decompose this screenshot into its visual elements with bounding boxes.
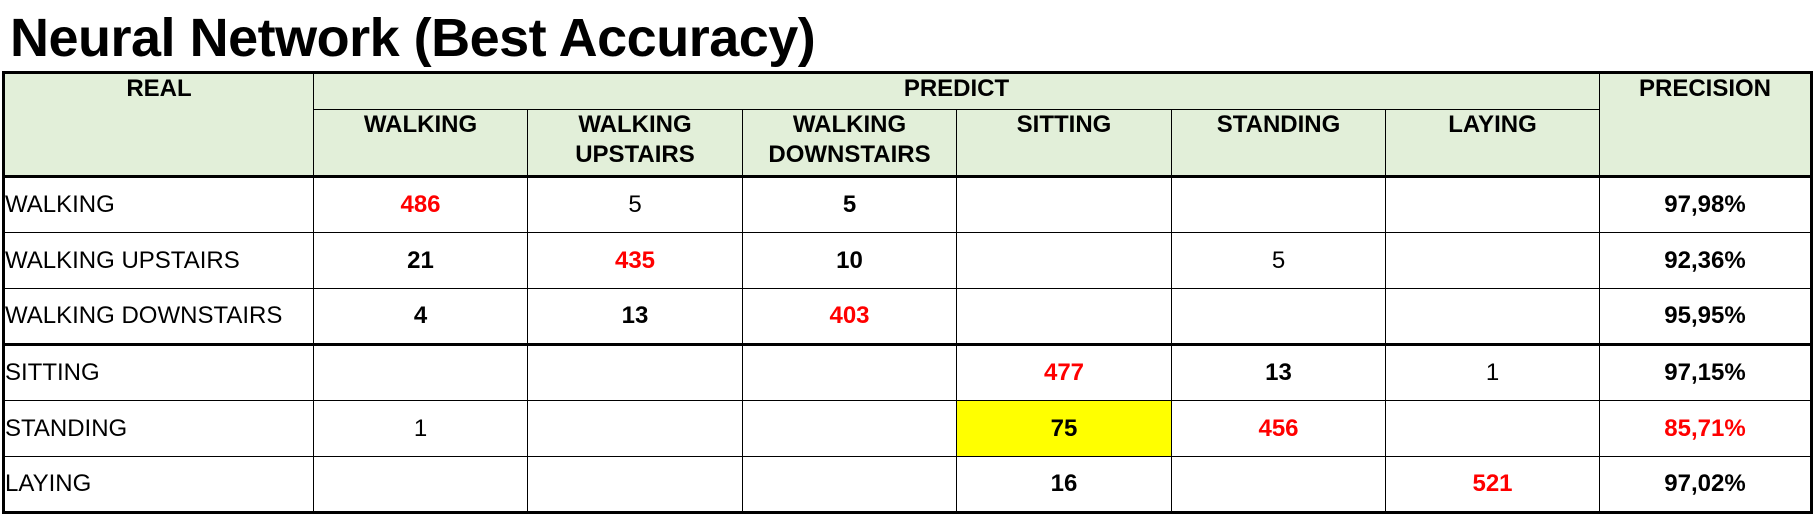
- highlighted-cell: 75: [956, 400, 1172, 457]
- page-title: Neural Network (Best Accuracy): [10, 8, 816, 68]
- table-row: STANDING 1 75 456 85,71%: [3, 400, 1812, 457]
- table-cell: 5: [527, 175, 743, 233]
- column-header-laying: LAYING: [1385, 109, 1600, 177]
- header-predict: PREDICT: [313, 72, 1600, 110]
- table-cell: [527, 343, 743, 401]
- table-cell: 521: [1385, 456, 1600, 513]
- precision-cell: 97,98%: [1599, 175, 1812, 233]
- table-cell: [1385, 175, 1600, 233]
- table-cell: [1171, 175, 1386, 233]
- header-precision: PRECISION: [1599, 72, 1812, 177]
- header-real: REAL: [3, 72, 314, 177]
- table-row: WALKING UPSTAIRS 21 435 10 5 92,36%: [3, 232, 1812, 289]
- row-label: STANDING: [3, 400, 314, 457]
- precision-cell: 95,95%: [1599, 288, 1812, 345]
- table-cell: 13: [527, 288, 743, 345]
- column-header-walking-downstairs: WALKING DOWNSTAIRS: [742, 109, 957, 177]
- table-cell: [1385, 232, 1600, 289]
- row-label: LAYING: [3, 456, 314, 513]
- table-cell: [1385, 400, 1600, 457]
- table-row: SITTING 477 13 1 97,15%: [3, 343, 1812, 401]
- column-header-sitting: SITTING: [956, 109, 1172, 177]
- table-cell: 13: [1171, 343, 1386, 401]
- column-header-walking-upstairs: WALKING UPSTAIRS: [527, 109, 743, 177]
- table-row: LAYING 16 521 97,02%: [3, 456, 1812, 513]
- row-label: WALKING: [3, 175, 314, 233]
- table-cell: [956, 175, 1172, 233]
- table-cell: [742, 456, 957, 513]
- table-cell: 10: [742, 232, 957, 289]
- table-cell: 21: [313, 232, 528, 289]
- column-header-walking: WALKING: [313, 109, 528, 177]
- precision-cell: 97,02%: [1599, 456, 1812, 513]
- confusion-matrix-table: REAL PREDICT PRECISION WALKING WALKING UP…: [2, 71, 1813, 514]
- precision-cell: 97,15%: [1599, 343, 1812, 401]
- table-cell: 5: [742, 175, 957, 233]
- table-cell: [527, 400, 743, 457]
- table-cell: [742, 343, 957, 401]
- table-cell: 403: [742, 288, 957, 345]
- precision-cell: 85,71%: [1599, 400, 1812, 457]
- table-cell: [313, 456, 528, 513]
- table-row: WALKING 486 5 5 97,98%: [3, 175, 1812, 233]
- precision-cell: 92,36%: [1599, 232, 1812, 289]
- table-cell: 5: [1171, 232, 1386, 289]
- table-cell: 1: [313, 400, 528, 457]
- table-cell: 435: [527, 232, 743, 289]
- table-cell: 456: [1171, 400, 1386, 457]
- row-label: WALKING DOWNSTAIRS: [3, 288, 314, 345]
- table-cell: [742, 400, 957, 457]
- table-cell: 477: [956, 343, 1172, 401]
- table-cell: [1385, 288, 1600, 345]
- table-cell: 16: [956, 456, 1172, 513]
- table-cell: [956, 232, 1172, 289]
- table-cell: [313, 343, 528, 401]
- table-cell: 486: [313, 175, 528, 233]
- table-cell: [1171, 288, 1386, 345]
- table-cell: [956, 288, 1172, 345]
- table-cell: 4: [313, 288, 528, 345]
- table-cell: [527, 456, 743, 513]
- column-header-standing: STANDING: [1171, 109, 1386, 177]
- table-cell: 1: [1385, 343, 1600, 401]
- row-label: SITTING: [3, 343, 314, 401]
- table-row: WALKING DOWNSTAIRS 4 13 403 95,95%: [3, 288, 1812, 345]
- row-label: WALKING UPSTAIRS: [3, 232, 314, 289]
- table-cell: [1171, 456, 1386, 513]
